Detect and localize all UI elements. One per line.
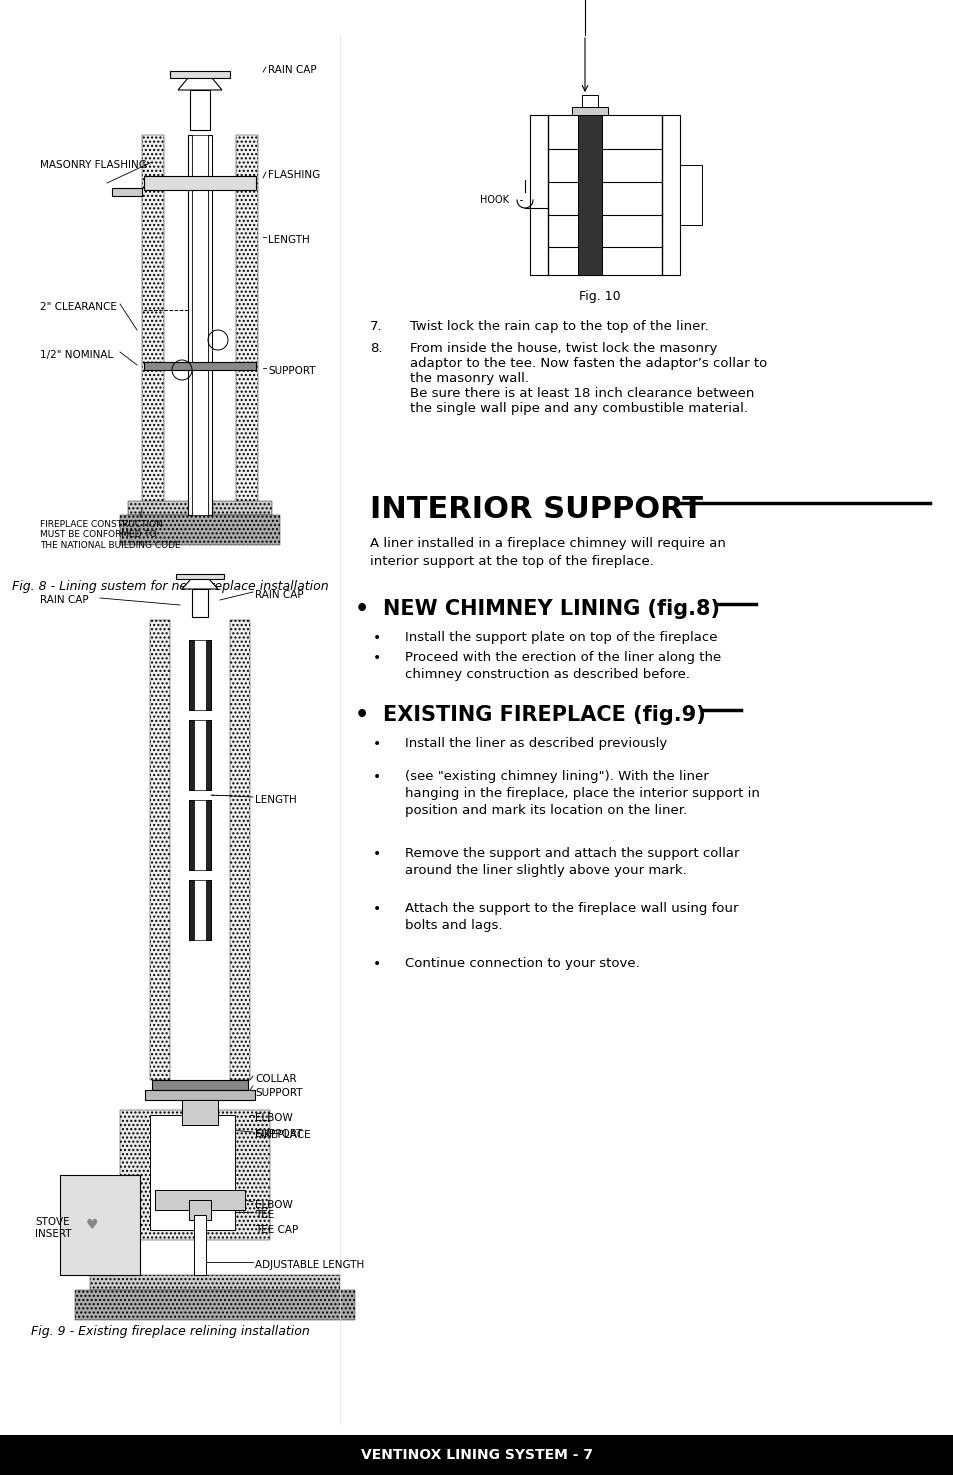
Text: INTERIOR SUPPORT: INTERIOR SUPPORT (370, 496, 702, 524)
Text: 7.: 7. (370, 320, 382, 333)
Bar (75, 1291, 355, 1320)
Bar (235, 136, 257, 515)
Text: ADJUSTABLE LENGTH: ADJUSTABLE LENGTH (254, 1260, 364, 1270)
Text: •: • (373, 650, 381, 665)
Bar (188, 136, 192, 515)
Bar (193, 799, 206, 870)
Bar (679, 165, 701, 226)
Bar (120, 1111, 270, 1240)
Bar (189, 799, 193, 870)
Bar (230, 620, 250, 1080)
Text: LENGTH: LENGTH (254, 795, 296, 805)
Text: ♥: ♥ (86, 1218, 98, 1232)
Text: STOVE
INSERT: STOVE INSERT (35, 1217, 71, 1239)
Bar (144, 176, 255, 190)
Text: (see "existing chimney lining"). With the liner
hanging in the fireplace, place : (see "existing chimney lining"). With th… (405, 770, 760, 817)
Bar (128, 502, 272, 515)
Bar (193, 881, 206, 940)
Text: FLASHING: FLASHING (268, 170, 320, 180)
Text: •: • (373, 631, 381, 645)
Text: ELBOW: ELBOW (254, 1201, 293, 1209)
Bar (120, 515, 280, 544)
Text: ELBOW: ELBOW (254, 1114, 293, 1122)
Bar (175, 574, 224, 580)
Bar (581, 94, 598, 108)
Text: TEE: TEE (254, 1210, 274, 1220)
Text: COLLAR: COLLAR (254, 1074, 296, 1084)
Text: RAIN CAP: RAIN CAP (40, 594, 89, 605)
Text: 1/2" NOMINAL: 1/2" NOMINAL (40, 350, 113, 360)
Bar (60, 1176, 140, 1274)
Text: FIREPLACE: FIREPLACE (254, 1130, 311, 1140)
Bar (572, 108, 607, 115)
Bar (193, 1215, 206, 1274)
Text: Attach the support to the fireplace wall using four
bolts and lags.: Attach the support to the fireplace wall… (405, 903, 738, 932)
Text: SUPPORT: SUPPORT (254, 1128, 302, 1139)
Bar (150, 620, 170, 1080)
Bar (170, 71, 230, 78)
Bar (152, 1080, 248, 1090)
Bar (208, 136, 212, 515)
Text: •: • (373, 738, 381, 751)
Text: Install the support plate on top of the fireplace: Install the support plate on top of the … (405, 631, 717, 645)
Text: •: • (373, 847, 381, 861)
Bar (206, 640, 211, 709)
Polygon shape (182, 580, 218, 589)
Bar (90, 1274, 339, 1291)
Text: Fig. 9 - Existing fireplace relining installation: Fig. 9 - Existing fireplace relining ins… (30, 1325, 309, 1338)
Bar (145, 1090, 254, 1100)
Text: SUPPORT: SUPPORT (268, 366, 315, 376)
Text: 2" CLEARANCE: 2" CLEARANCE (40, 302, 117, 313)
Bar (530, 115, 679, 274)
Bar (189, 881, 193, 940)
Bar (190, 90, 210, 130)
Text: Fig. 10: Fig. 10 (578, 291, 620, 302)
Text: •: • (373, 903, 381, 916)
Polygon shape (178, 78, 222, 90)
Text: A liner installed in a fireplace chimney will require an
interior support at the: A liner installed in a fireplace chimney… (370, 537, 725, 568)
Bar (0, 1435, 953, 1475)
Text: TEE CAP: TEE CAP (254, 1226, 298, 1235)
Bar (193, 640, 206, 709)
Bar (193, 720, 206, 791)
Bar (206, 799, 211, 870)
Bar (189, 720, 193, 791)
Bar (189, 1201, 211, 1220)
Bar (144, 361, 255, 370)
Text: Proceed with the erection of the liner along the
chimney construction as describ: Proceed with the erection of the liner a… (405, 650, 720, 681)
Bar (192, 136, 208, 515)
Text: FIREPLACE CONSTRUCTION
MUST BE CONFORMED TO
THE NATIONAL BUILDING CODE: FIREPLACE CONSTRUCTION MUST BE CONFORMED… (40, 521, 180, 550)
Text: From inside the house, twist lock the masonry
adaptor to the tee. Now fasten the: From inside the house, twist lock the ma… (410, 342, 766, 414)
Text: VENTINOX LINING SYSTEM - 7: VENTINOX LINING SYSTEM - 7 (360, 1448, 593, 1462)
Bar (142, 136, 164, 515)
Bar (578, 115, 601, 274)
Text: Fig. 8 - Lining sustem for new fireplace installation: Fig. 8 - Lining sustem for new fireplace… (11, 580, 328, 593)
Text: HOOK: HOOK (479, 195, 509, 205)
Bar (154, 1190, 245, 1210)
Bar (189, 640, 193, 709)
Text: EXISTING FIREPLACE (fig.9): EXISTING FIREPLACE (fig.9) (382, 705, 705, 726)
Text: RAIN CAP: RAIN CAP (254, 590, 303, 600)
Bar (192, 589, 208, 617)
Text: Remove the support and attach the support collar
around the liner slightly above: Remove the support and attach the suppor… (405, 847, 739, 878)
Text: RAIN CAP: RAIN CAP (268, 65, 316, 75)
Text: SUPPORT: SUPPORT (254, 1089, 302, 1097)
Bar (182, 1100, 218, 1125)
Text: •: • (355, 705, 369, 726)
Text: 8.: 8. (370, 342, 382, 355)
Text: MASONRY FLASHING: MASONRY FLASHING (40, 159, 147, 170)
Text: NEW CHIMNEY LINING (fig.8): NEW CHIMNEY LINING (fig.8) (382, 599, 720, 620)
Bar (150, 1115, 234, 1230)
Text: •: • (355, 599, 369, 620)
Text: LENGTH: LENGTH (268, 235, 310, 245)
Text: Continue connection to your stove.: Continue connection to your stove. (405, 957, 639, 971)
Text: Twist lock the rain cap to the top of the liner.: Twist lock the rain cap to the top of th… (410, 320, 708, 333)
Bar (206, 881, 211, 940)
Text: •: • (373, 770, 381, 785)
Bar (112, 187, 142, 196)
Text: •: • (373, 957, 381, 971)
Bar (206, 720, 211, 791)
Text: Install the liner as described previously: Install the liner as described previousl… (405, 738, 666, 749)
